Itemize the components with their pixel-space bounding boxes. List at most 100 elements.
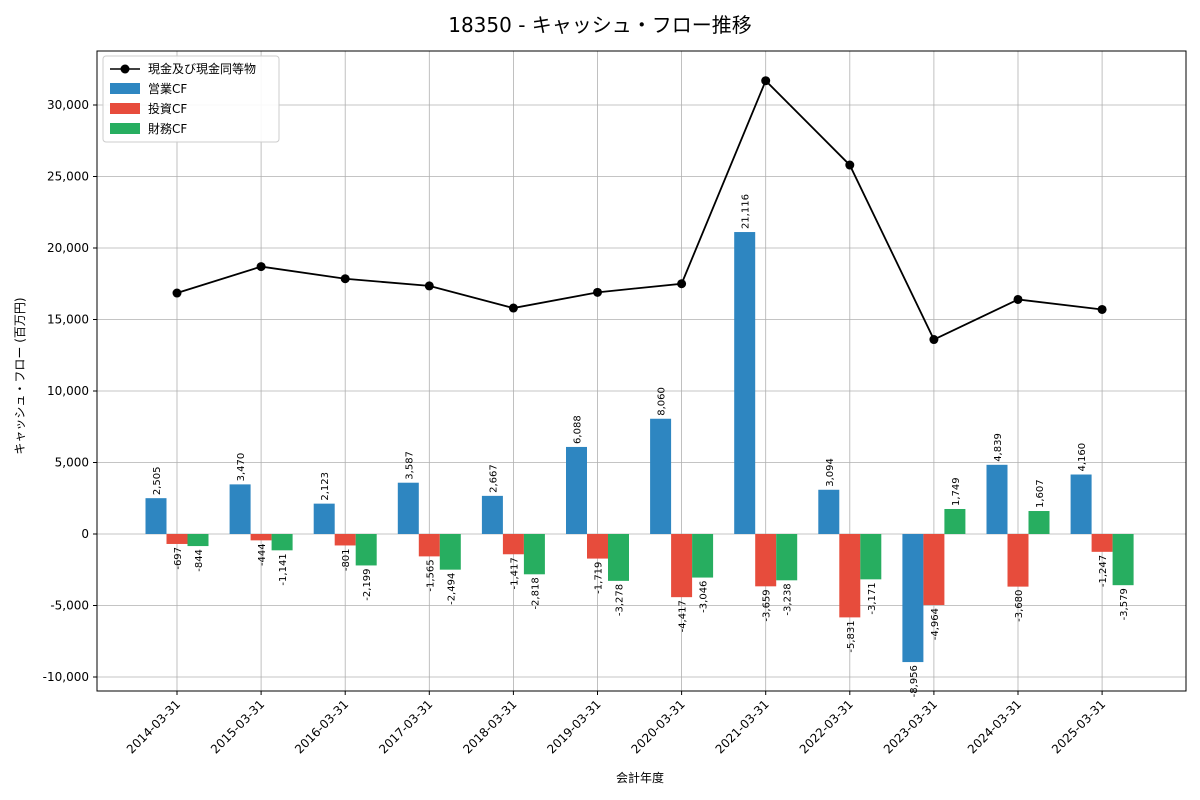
y-tick-label: 0 <box>81 527 89 541</box>
legend-label-operating: 営業CF <box>148 82 187 96</box>
cash-point <box>929 335 939 345</box>
bar-2-4 <box>523 534 545 575</box>
legend-label-investing: 投資CF <box>148 101 187 116</box>
y-tick-label: -5,000 <box>50 599 89 613</box>
cash-point <box>1013 294 1023 304</box>
legend: 現金及び現金同等物 営業CF 投資CF 財務CF <box>102 55 280 143</box>
bar-0-0 <box>145 498 167 534</box>
bar-value-label: 8,060 <box>657 387 668 416</box>
bar-2-5 <box>608 534 629 581</box>
legend-item-operating: 営業CF <box>110 82 187 96</box>
x-tick-label: 2014-03-31 <box>124 697 183 756</box>
bar-1-10 <box>1007 534 1029 587</box>
bar-value-label: -1,141 <box>278 553 289 585</box>
y-tick-label: -10,000 <box>43 670 89 684</box>
y-tick-label: 25,000 <box>47 170 89 184</box>
x-tick-label: 2020-03-31 <box>629 697 688 756</box>
bar-2-2 <box>355 534 377 566</box>
x-tick-label: 2019-03-31 <box>544 697 603 756</box>
y-tick-label: 20,000 <box>47 241 89 255</box>
bar-0-3 <box>397 482 419 534</box>
legend-swatch-operating <box>110 83 140 94</box>
bar-value-label: -1,719 <box>594 562 605 594</box>
bar-value-label: -1,247 <box>1098 555 1109 587</box>
bar-1-8 <box>839 534 861 618</box>
x-tick-label: 2016-03-31 <box>292 697 351 756</box>
bar-2-10 <box>1028 511 1050 534</box>
data-labels: 2,505 3,470 2,123 3,587 2,667 6,088 8,060 21,11… <box>152 194 1130 697</box>
bar-2-1 <box>271 534 293 551</box>
bar-value-label: -5,831 <box>846 620 857 652</box>
x-tick-label: 2021-03-31 <box>713 697 772 756</box>
bar-1-0 <box>166 534 188 544</box>
bar-value-label: -2,818 <box>530 577 541 609</box>
bar-1-7 <box>755 534 777 587</box>
y-tick-label: 10,000 <box>47 384 89 398</box>
cash-point <box>340 274 350 284</box>
x-tick-label: 2022-03-31 <box>797 697 856 756</box>
y-axis-title: キャッシュ・フロー (百万円) <box>13 297 27 454</box>
bar-0-7 <box>734 232 756 534</box>
bar-0-8 <box>818 489 840 534</box>
cash-point <box>424 281 434 291</box>
bar-2-8 <box>860 534 882 580</box>
cash-point <box>593 287 602 297</box>
bar-value-label: 6,088 <box>573 415 584 444</box>
bar-value-label: -3,046 <box>699 581 710 613</box>
legend-box <box>102 55 280 143</box>
bar-value-label: -1,565 <box>425 559 436 591</box>
bar-1-2 <box>334 534 356 546</box>
legend-marker-swatch <box>120 64 130 74</box>
bar-value-label: -4,964 <box>930 608 941 640</box>
bar-value-label: 21,116 <box>741 194 752 229</box>
bar-value-label: -4,417 <box>678 600 689 632</box>
bar-value-label: -8,956 <box>909 665 920 697</box>
bar-2-11 <box>1112 534 1134 586</box>
x-axis: 2014-03-31 2015-03-31 2016-03-31 2017-03-31… <box>124 691 1108 756</box>
bar-value-label: -3,238 <box>783 583 794 615</box>
bar-value-label: -2,199 <box>362 568 373 600</box>
x-tick-label: 2015-03-31 <box>208 697 267 756</box>
bar-value-label: -3,278 <box>615 584 626 616</box>
bar-0-11 <box>1070 474 1092 534</box>
legend-item-investing: 投資CF <box>110 101 187 116</box>
x-axis-title: 会計年度 <box>616 770 664 785</box>
bar-0-6 <box>650 418 672 534</box>
bar-value-label: 2,505 <box>152 467 163 496</box>
bar-value-label: -3,680 <box>1014 590 1025 622</box>
bar-1-1 <box>250 534 272 541</box>
bar-1-9 <box>923 534 945 605</box>
bar-value-label: 4,160 <box>1077 443 1088 472</box>
bar-2-6 <box>692 534 714 578</box>
cash-point <box>508 303 518 313</box>
bar-2-0 <box>187 534 209 547</box>
bar-value-label: -444 <box>257 543 268 566</box>
bar-2-9 <box>944 508 966 534</box>
legend-item-cash: 現金及び現金同等物 <box>110 61 256 76</box>
legend-swatch-financing <box>110 123 140 134</box>
cash-line <box>172 76 1107 345</box>
bar-value-label: 3,587 <box>404 451 415 480</box>
grid <box>97 51 1186 691</box>
x-tick-label: 2024-03-31 <box>965 697 1024 756</box>
bar-value-label: 4,839 <box>993 433 1004 462</box>
cash-point <box>845 160 855 170</box>
bar-value-label: -3,171 <box>867 582 878 614</box>
x-tick-label: 2023-03-31 <box>881 697 940 756</box>
legend-item-financing: 財務CF <box>110 121 187 136</box>
cash-point <box>677 279 687 289</box>
bar-1-4 <box>502 534 524 555</box>
bar-0-4 <box>481 495 503 534</box>
bar-2-7 <box>776 534 798 581</box>
y-tick-label: 30,000 <box>47 98 89 112</box>
bar-0-5 <box>566 446 587 534</box>
bar-0-1 <box>229 484 251 534</box>
legend-label-cash: 現金及び現金同等物 <box>148 61 256 76</box>
bar-value-label: 3,094 <box>825 458 836 487</box>
bar-0-2 <box>313 503 335 534</box>
y-tick-label: 15,000 <box>47 313 89 327</box>
y-axis: -10,000 -5,000 0 5,000 10,000 15,000 20,000 25,… <box>43 98 97 684</box>
bar-0-9 <box>902 534 924 663</box>
x-tick-label: 2025-03-31 <box>1049 697 1108 756</box>
bar-value-label: -697 <box>173 547 184 570</box>
